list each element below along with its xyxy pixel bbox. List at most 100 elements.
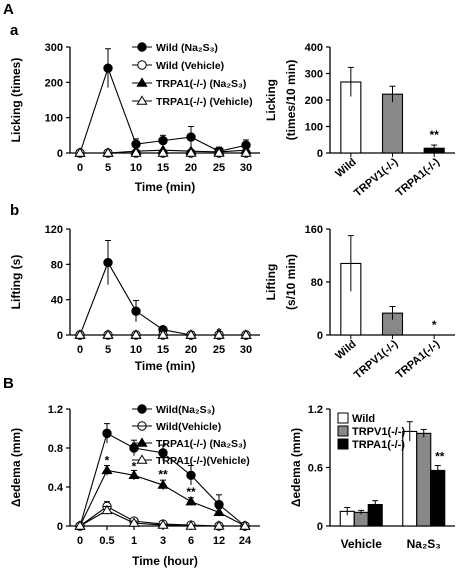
a_left-significance: ** <box>214 144 224 158</box>
a_right-y-tick-label: 300 <box>305 69 323 81</box>
B_left-series-3-point <box>128 517 140 527</box>
a_left-series-3-point <box>157 147 169 157</box>
b_left-x-tick-label: 20 <box>185 344 197 356</box>
a_left-x-tick-label: 15 <box>157 162 169 174</box>
a_left-y-tick-label: 300 <box>45 42 63 54</box>
b_right-category-label: TRPV1(-/-) <box>352 338 401 382</box>
B_right-y-tick-label: 0.6 <box>308 463 323 475</box>
B_left-legend-label: TRPA1(-/-)(Vehicle) <box>156 455 250 467</box>
B_right-y-tick-label: 1.2 <box>308 404 323 416</box>
a_left-y-tick-label: 200 <box>45 77 63 89</box>
B_left-series-3-point <box>157 519 169 529</box>
B_right-bar <box>353 511 369 527</box>
a_left-series-0-point <box>103 63 113 73</box>
b_left-x-tick-label: 30 <box>240 344 252 356</box>
a_left-legend-marker <box>137 42 147 52</box>
B_left-series-0-point <box>158 448 168 458</box>
B_left-legend-marker <box>136 437 148 447</box>
b_right-y-label: Lifting <box>264 264 278 301</box>
a_left-series-0-point <box>158 135 168 146</box>
B_left-y-tick-label: 0 <box>57 521 63 533</box>
B_left-series-0-point <box>186 470 196 480</box>
B_left-y-tick-label: 1.2 <box>48 404 63 416</box>
B_left-x-tick-label: 12 <box>213 535 225 547</box>
B_right-category-label: Na₂S₃ <box>407 537 441 551</box>
b_left-x-tick-label: 15 <box>157 344 169 356</box>
a_right-category-label: TRPA1(-/-) <box>394 156 443 199</box>
B_right-legend-swatch <box>337 412 349 424</box>
a_left-legend-label: TRPA1(-/-) (Vehicle) <box>156 96 253 108</box>
B_left-x-tick-label: 0.5 <box>99 535 114 547</box>
panel-label-B: B <box>3 375 14 392</box>
a_left-series-3-point <box>240 147 252 157</box>
b_left-series-3-point <box>185 329 197 339</box>
B_left-legend-label: Wild(Vehicle) <box>156 421 221 433</box>
a_right-significance: ** <box>429 128 439 142</box>
B_left-series-2-point <box>213 506 225 517</box>
b_left-series-3-point <box>130 329 142 339</box>
a_left-legend-marker <box>136 77 148 87</box>
a_left-series-3-point <box>102 147 114 157</box>
B_left-legend-marker <box>137 404 147 414</box>
B_right-y-tick-label: 0 <box>317 521 323 533</box>
B_right-legend-swatch <box>337 425 349 437</box>
b_left-y-tick-label: 80 <box>51 259 63 271</box>
B_right-legend-label: Wild <box>352 413 375 425</box>
b_left-y-tick-label: 120 <box>45 224 63 236</box>
B_right-bar <box>430 469 446 527</box>
B_right-significance: ** <box>435 450 445 464</box>
b_left-y-tick-label: 40 <box>51 295 63 307</box>
a_left-x-tick-label: 20 <box>185 162 197 174</box>
B_left-x-tick-label: 24 <box>239 535 252 547</box>
b_right-y-label-2: (s/10 min) <box>284 254 298 310</box>
B_right-y-label: Δedema (mm) <box>289 428 303 507</box>
B_left-series-0-point <box>102 428 112 439</box>
B_left-series-0-point <box>129 443 139 453</box>
b_right-significance: * <box>432 318 437 332</box>
a_left-series-3-point <box>130 147 142 157</box>
B_left-x-tick-label: 0 <box>77 535 83 547</box>
B_left-significance: ** <box>158 467 168 481</box>
a_right-y-label: Licking <box>264 79 278 121</box>
B_left-legend-marker <box>136 454 148 464</box>
a_right-bar <box>381 93 404 154</box>
a_left-x-label: Time (min) <box>135 180 195 194</box>
a_left-series-3-point <box>213 147 225 157</box>
B_left-x-tick-label: 6 <box>188 535 194 547</box>
b_left-series-0-line <box>79 261 246 336</box>
a_left-y-tick-label: 0 <box>57 148 63 160</box>
a_right-y-tick-label: 200 <box>305 95 323 107</box>
panel-label-A: A <box>3 1 14 18</box>
a_left-x-tick-label: 25 <box>213 162 225 174</box>
B_right-legend-label: TRPA1(-/-) <box>352 439 405 451</box>
b_left-series-3-point <box>240 329 252 339</box>
a_right-y-tick-label: 100 <box>305 122 323 134</box>
B_left-significance: * <box>132 460 137 474</box>
B_left-y-tick-label: 0.8 <box>48 443 63 455</box>
B_right-category-label: Vehicle <box>341 537 383 551</box>
B_left-series-2-point <box>185 495 197 506</box>
b_left-x-tick-label: 5 <box>105 344 111 356</box>
b_left-significance: * <box>217 325 222 339</box>
b_left-y-tick-label: 0 <box>57 330 63 342</box>
a_left-x-tick-label: 10 <box>130 162 142 174</box>
b_left-x-tick-label: 0 <box>77 344 83 356</box>
a_left-legend-label: Wild (Vehicle) <box>156 60 224 72</box>
B_left-series-3-point <box>185 520 197 530</box>
b_left-series-0-point <box>131 306 141 316</box>
b_left-series-3-point <box>74 329 86 339</box>
B_right-legend-swatch <box>337 438 349 450</box>
B_left-x-tick-label: 3 <box>160 535 166 547</box>
B_left-x-tick-label: 1 <box>131 535 137 547</box>
a_right-y-tick-label: 400 <box>305 42 323 54</box>
a_left-x-tick-label: 30 <box>240 162 252 174</box>
b_left-series-3-point <box>213 329 225 339</box>
a_left-y-tick-label: 100 <box>45 113 63 125</box>
B_left-series-3-point <box>101 504 113 515</box>
a_right-category-label: Wild <box>333 156 358 180</box>
B_left-series-3-point <box>74 520 86 530</box>
b_left-x-label: Time (min) <box>135 359 195 373</box>
b_left-series-0-point <box>103 257 113 268</box>
B_left-x-label: Time (hour) <box>132 554 198 568</box>
